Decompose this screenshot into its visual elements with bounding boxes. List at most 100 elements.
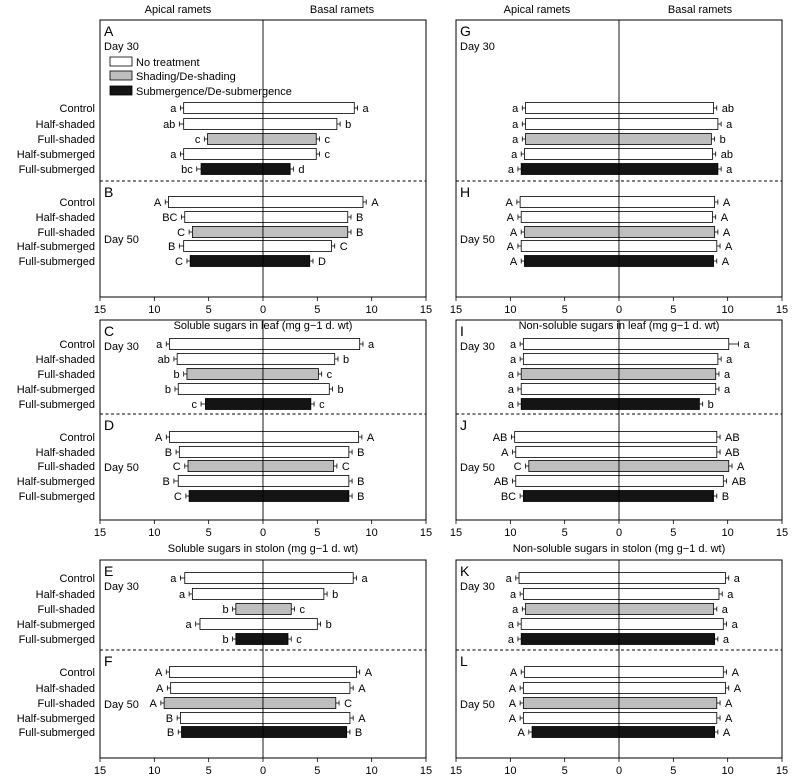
sig-letter-apical: a xyxy=(512,119,519,131)
bar-apical-control xyxy=(169,666,264,678)
bar-basal-half-shaded xyxy=(262,588,325,600)
sig-letter-apical: a xyxy=(510,589,517,601)
sig-letter-basal: B xyxy=(357,476,364,488)
bar-basal-full-submerged xyxy=(262,490,350,502)
day-label: Day 30 xyxy=(460,581,495,593)
category-label-control: Control xyxy=(60,339,95,351)
sig-letter-apical: bc xyxy=(181,164,193,176)
bar-apical-half-submerged xyxy=(177,475,264,487)
category-label-full-submerged: Full-submerged xyxy=(19,256,95,268)
category-label-half-shaded: Half-shaded xyxy=(36,589,95,601)
bar-basal-half-shaded xyxy=(618,588,720,600)
sig-letter-basal: AB xyxy=(732,476,747,488)
bar-apical-half-shaded xyxy=(522,588,620,600)
bar-basal-half-submerged xyxy=(618,475,724,487)
x-tick-label: 5 xyxy=(562,765,568,777)
bar-apical-full-shaded xyxy=(207,133,264,145)
bar-apical-control xyxy=(168,196,264,208)
panel-letter-H: H xyxy=(460,184,470,200)
day-label: Day 50 xyxy=(104,462,139,474)
bar-basal-half-submerged xyxy=(262,618,318,630)
sig-letter-apical: AB xyxy=(494,476,509,488)
sig-letter-apical: B xyxy=(167,727,174,739)
bar-basal-control xyxy=(618,338,730,350)
sig-letter-apical: ab xyxy=(158,354,170,366)
bar-apical-half-submerged xyxy=(183,240,264,252)
x-tick-label: 5 xyxy=(670,304,676,316)
x-tick-label: 15 xyxy=(420,765,432,777)
sig-letter-apical: ab xyxy=(163,119,175,131)
bar-basal-half-submerged xyxy=(262,712,351,724)
panel-letter-G: G xyxy=(460,23,471,39)
bar-apical-control xyxy=(169,431,264,443)
sig-letter-basal: b xyxy=(343,354,349,366)
sig-letter-basal: B xyxy=(356,212,363,224)
sig-letter-basal: A xyxy=(721,212,729,224)
bar-apical-half-shaded xyxy=(525,118,620,130)
bar-basal-full-shaded xyxy=(262,226,349,238)
category-label-full-submerged: Full-submerged xyxy=(19,399,95,411)
category-label-full-submerged: Full-submerged xyxy=(19,491,95,503)
sig-letter-apical: A xyxy=(506,197,514,209)
bar-basal-full-submerged xyxy=(618,726,716,738)
bar-apical-control xyxy=(522,338,620,350)
sig-letter-apical: A xyxy=(155,667,163,679)
sig-letter-basal: A xyxy=(725,713,733,725)
day-label: Day 30 xyxy=(460,341,495,353)
bar-basal-half-shaded xyxy=(618,353,719,365)
bar-apical-half-submerged xyxy=(524,148,620,160)
sig-letter-apical: a xyxy=(156,339,163,351)
bar-basal-control xyxy=(618,572,726,584)
sig-letter-basal: C xyxy=(342,461,350,473)
header-apical-right: Apical ramets xyxy=(504,4,571,16)
bar-apical-half-shaded xyxy=(178,446,264,458)
x-tick-label: 10 xyxy=(366,527,378,539)
sig-letter-apical: A xyxy=(501,447,509,459)
x-tick-label: 5 xyxy=(670,527,676,539)
bar-apical-half-submerged xyxy=(177,383,264,395)
day-label: Day 50 xyxy=(104,234,139,246)
bar-basal-half-shaded xyxy=(262,446,350,458)
sig-letter-basal: a xyxy=(726,164,733,176)
bar-basal-full-submerged xyxy=(618,633,716,645)
sig-letter-apical: C xyxy=(174,491,182,503)
sig-letter-basal: a xyxy=(727,589,734,601)
bar-apical-full-submerged xyxy=(200,163,264,175)
bar-basal-full-shaded xyxy=(262,460,335,472)
sig-letter-basal: B xyxy=(357,447,364,459)
sig-letter-basal: d xyxy=(298,164,304,176)
panel-letter-J: J xyxy=(460,417,467,433)
legend-label: Submergence/De-submergence xyxy=(136,86,292,98)
bar-basal-half-shaded xyxy=(262,682,351,694)
x-axis-title: Soluble sugars in stolon (mg g−1 d. wt) xyxy=(168,543,358,555)
category-label-control: Control xyxy=(60,432,95,444)
bar-apical-half-shaded xyxy=(170,682,264,694)
category-label-half-shaded: Half-shaded xyxy=(36,354,95,366)
sig-letter-apical: B xyxy=(166,713,173,725)
sig-letter-apical: a xyxy=(170,103,177,115)
x-tick-label: 15 xyxy=(450,527,462,539)
sig-letter-basal: A xyxy=(358,683,366,695)
bar-apical-full-submerged xyxy=(524,255,620,267)
x-tick-label: 15 xyxy=(776,527,788,539)
bar-apical-control xyxy=(518,572,620,584)
category-label-half-submerged: Half-submerged xyxy=(17,476,95,488)
category-label-full-shaded: Full-shaded xyxy=(38,134,95,146)
sig-letter-basal: A xyxy=(737,461,745,473)
x-tick-label: 10 xyxy=(722,765,734,777)
bar-apical-full-shaded xyxy=(187,460,264,472)
sig-letter-basal: A xyxy=(371,197,379,209)
sig-letter-apical: A xyxy=(507,212,515,224)
bar-apical-half-shaded xyxy=(515,446,620,458)
x-tick-label: 15 xyxy=(450,765,462,777)
legend-swatch xyxy=(109,85,133,96)
category-label-full-shaded: Full-shaded xyxy=(38,461,95,473)
bar-basal-full-submerged xyxy=(618,398,700,410)
bar-apical-control xyxy=(519,196,620,208)
bar-basal-control xyxy=(262,666,357,678)
bar-apical-half-shaded xyxy=(184,211,264,223)
bar-basal-full-submerged xyxy=(262,163,291,175)
sig-letter-basal: c xyxy=(325,149,331,161)
